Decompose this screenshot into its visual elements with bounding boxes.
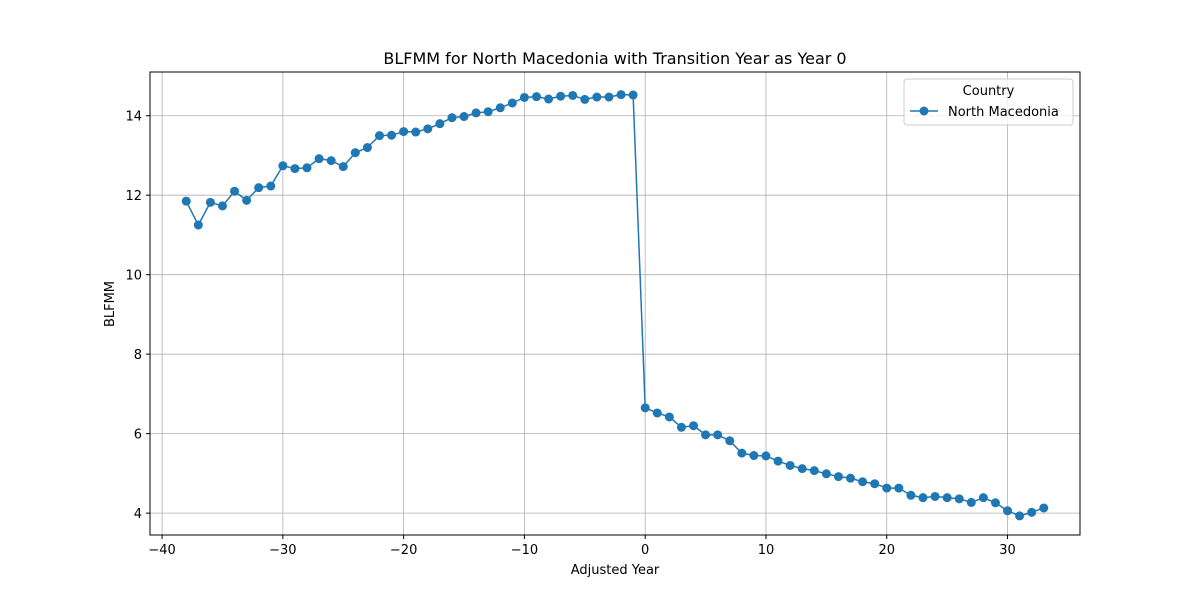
- data-point: [1039, 503, 1049, 513]
- data-point: [314, 154, 324, 164]
- data-point: [205, 197, 215, 207]
- data-point: [906, 490, 916, 500]
- x-axis-label: Adjusted Year: [571, 563, 660, 578]
- data-point: [350, 148, 360, 158]
- data-point: [519, 92, 529, 102]
- x-tick-label: −20: [390, 543, 417, 558]
- data-point: [495, 103, 505, 113]
- y-tick-label: 6: [134, 428, 142, 443]
- data-point: [676, 422, 686, 432]
- data-point: [374, 131, 384, 141]
- data-point: [628, 90, 638, 100]
- data-point: [435, 119, 445, 129]
- data-point: [181, 196, 191, 206]
- data-point: [737, 448, 747, 458]
- data-point: [447, 113, 457, 123]
- data-point: [966, 497, 976, 507]
- chart-title: BLFMM for North Macedonia with Transitio…: [383, 49, 846, 68]
- data-point: [544, 94, 554, 104]
- data-point: [266, 181, 276, 191]
- data-point: [254, 183, 264, 193]
- data-point: [858, 477, 868, 487]
- data-point: [580, 94, 590, 104]
- x-tick-label: 30: [999, 543, 1016, 558]
- data-point: [954, 494, 964, 504]
- data-point: [942, 493, 952, 503]
- y-tick-label: 14: [125, 110, 142, 125]
- y-tick-label: 8: [134, 348, 142, 363]
- data-point: [797, 464, 807, 474]
- legend-box: [903, 78, 1074, 126]
- data-point: [278, 161, 288, 171]
- data-point: [990, 498, 1000, 508]
- data-point: [725, 436, 735, 446]
- data-point: [664, 412, 674, 422]
- data-point: [230, 186, 240, 196]
- x-tick-label: 20: [878, 543, 895, 558]
- x-tick-label: −30: [269, 543, 296, 558]
- data-point: [978, 493, 988, 503]
- data-point: [483, 107, 493, 117]
- data-point: [568, 90, 578, 100]
- legend-series-marker: [919, 106, 929, 116]
- y-axis-label: BLFMM: [103, 281, 118, 327]
- data-point: [689, 421, 699, 431]
- data-point: [918, 493, 928, 503]
- data-point: [193, 220, 203, 230]
- data-point: [556, 91, 566, 101]
- data-point: [821, 469, 831, 479]
- data-point: [592, 92, 602, 102]
- data-point: [1015, 511, 1025, 521]
- x-tick-label: 10: [758, 543, 775, 558]
- data-point: [387, 130, 397, 140]
- axis-ticks: −40 −30 −20 −10 0 10 20 30 4 6 8 10 12 14: [125, 110, 1015, 558]
- plot-frame: [149, 71, 1081, 536]
- data-point: [423, 124, 433, 134]
- data-point: [749, 451, 759, 461]
- data-point: [846, 473, 856, 483]
- data-point: [930, 491, 940, 501]
- data-point: [290, 164, 300, 174]
- data-point: [471, 108, 481, 118]
- y-tick-label: 10: [125, 269, 142, 284]
- y-tick-label: 12: [125, 189, 142, 204]
- data-point: [326, 156, 336, 166]
- data-point: [761, 451, 771, 461]
- data-point: [242, 195, 252, 205]
- data-point: [1027, 507, 1037, 517]
- x-tick-label: 0: [641, 543, 649, 558]
- data-point: [652, 408, 662, 418]
- data-point: [362, 143, 372, 153]
- data-point: [882, 483, 892, 493]
- data-point: [411, 127, 421, 137]
- data-point: [507, 98, 517, 108]
- legend: Country North Macedonia: [903, 78, 1074, 126]
- data-point: [833, 472, 843, 482]
- data-point: [459, 112, 469, 122]
- data-point: [399, 127, 409, 137]
- grid-lines: [150, 72, 1080, 535]
- data-point: [604, 92, 614, 102]
- legend-series-label: North Macedonia: [948, 105, 1059, 120]
- data-point: [773, 456, 783, 466]
- data-point: [217, 201, 227, 211]
- data-point: [338, 162, 348, 172]
- data-point: [640, 403, 650, 413]
- data-series: [181, 90, 1049, 521]
- data-point: [870, 479, 880, 489]
- data-point: [713, 430, 723, 440]
- y-tick-label: 4: [134, 507, 142, 522]
- data-point: [894, 483, 904, 493]
- legend-title: Country: [963, 84, 1015, 99]
- data-point: [701, 430, 711, 440]
- data-point: [302, 163, 312, 173]
- x-tick-label: −40: [148, 543, 175, 558]
- data-point: [809, 466, 819, 476]
- data-point: [1003, 506, 1013, 516]
- data-point: [785, 460, 795, 470]
- data-point: [616, 90, 626, 100]
- x-tick-label: −10: [511, 543, 538, 558]
- data-point: [531, 92, 541, 102]
